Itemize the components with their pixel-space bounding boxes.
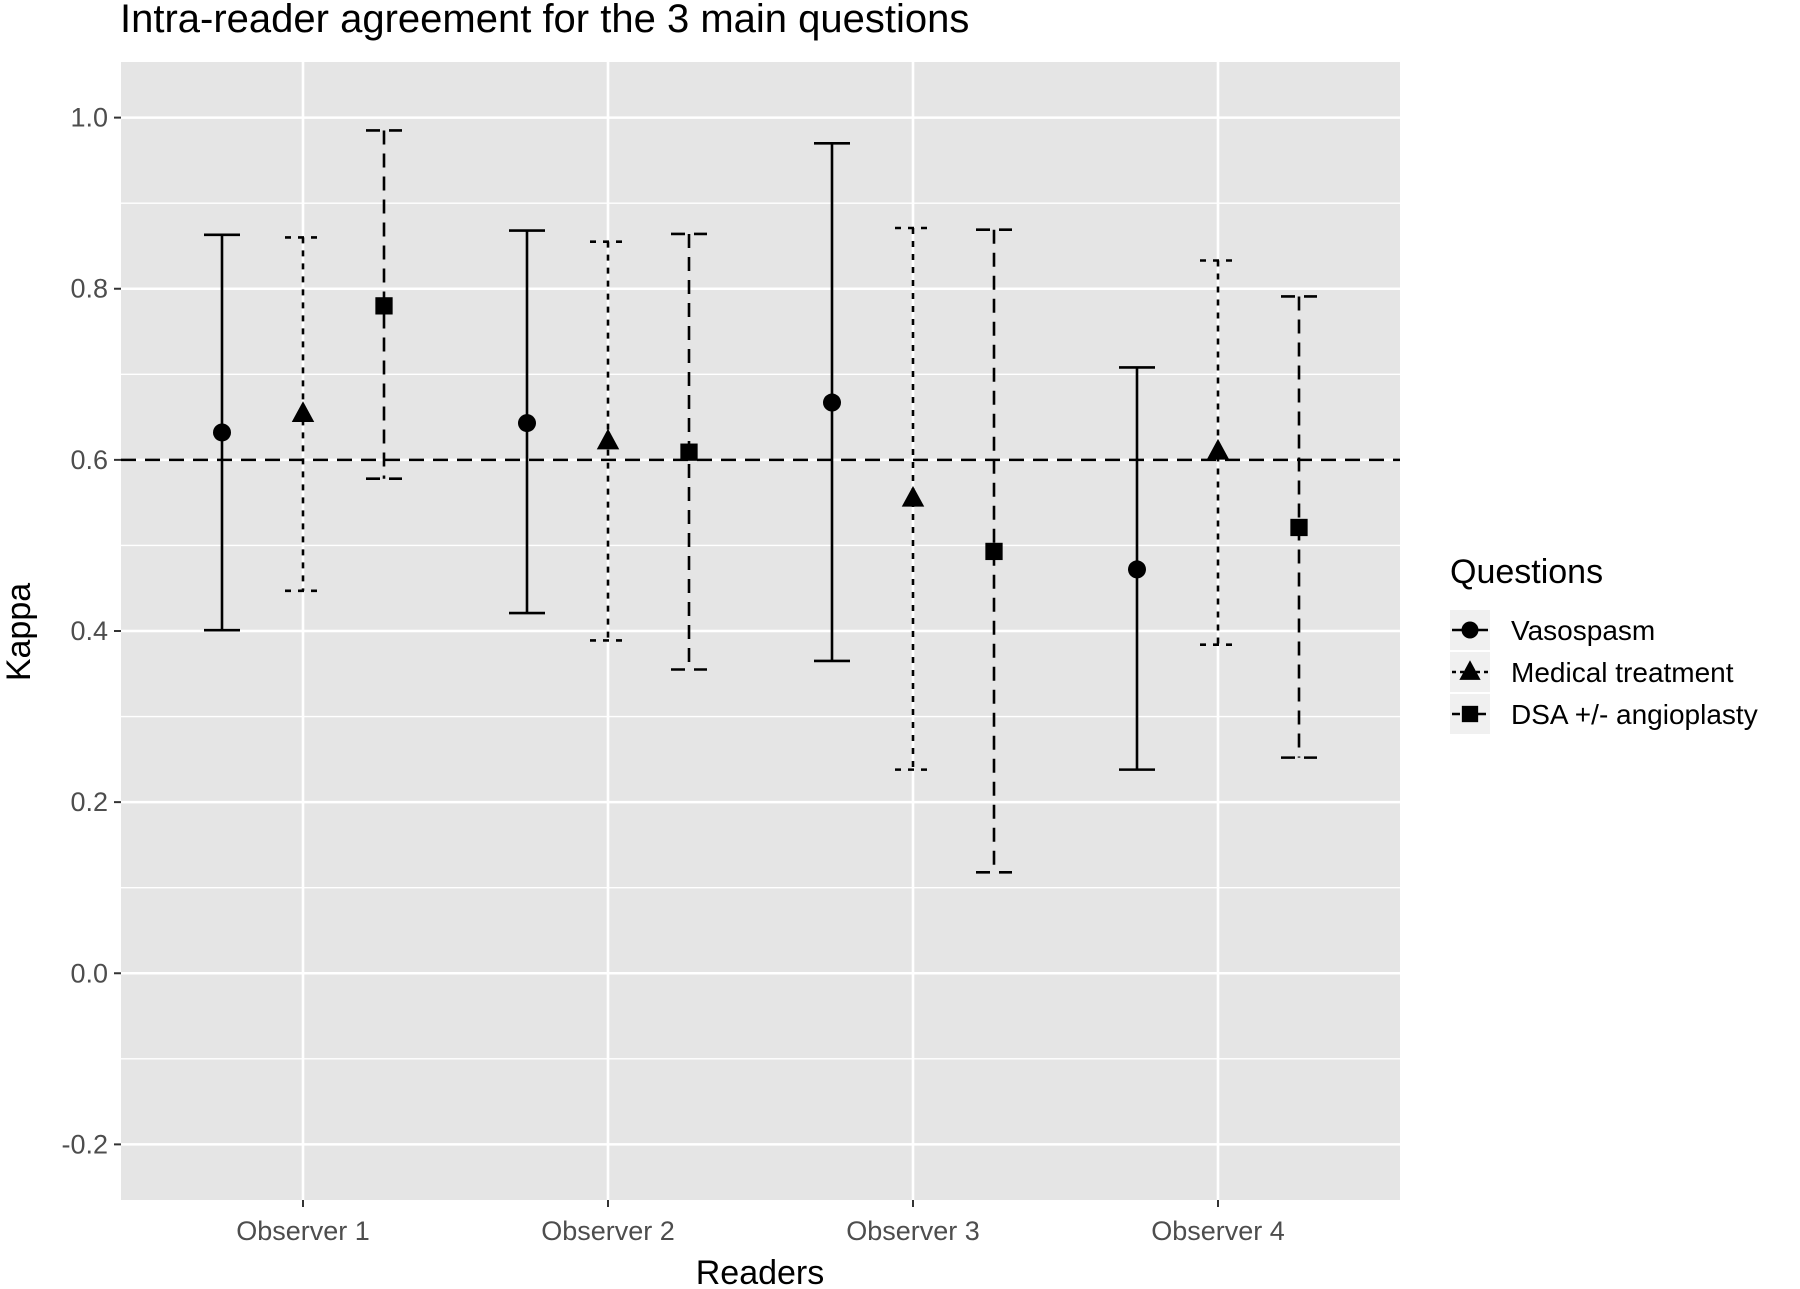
point-triangle bbox=[901, 485, 925, 507]
y-tick-label: 0.6 bbox=[70, 445, 108, 475]
legend: Questions Vasospasm Medical treatment DSA +… bbox=[1450, 553, 1758, 734]
chart-title: Intra-reader agreement for the 3 main qu… bbox=[120, 0, 969, 41]
data-marks bbox=[204, 129, 1317, 874]
y-axis: -0.2 0.0 0.2 0.4 0.6 0.8 1.0 bbox=[61, 103, 121, 1159]
y-tick-label: -0.2 bbox=[61, 1129, 108, 1159]
x-tick-label: Observer 3 bbox=[846, 1216, 980, 1246]
legend-title: Questions bbox=[1450, 553, 1603, 591]
y-tick-label: 0.8 bbox=[70, 274, 108, 304]
legend-marker-circle bbox=[1461, 621, 1479, 639]
point-circle bbox=[518, 414, 536, 433]
point-square bbox=[1290, 518, 1308, 537]
point-circle bbox=[213, 423, 231, 442]
point-circle bbox=[1128, 560, 1146, 579]
x-tick-label: Observer 2 bbox=[541, 1216, 675, 1246]
point-square bbox=[375, 297, 393, 315]
x-tick-label: Observer 1 bbox=[236, 1216, 370, 1246]
point-triangle bbox=[1206, 438, 1230, 460]
y-axis-title: Kappa bbox=[0, 583, 38, 681]
legend-marker-triangle bbox=[1459, 660, 1481, 680]
point-triangle bbox=[291, 401, 315, 422]
legend-label: Medical treatment bbox=[1511, 657, 1734, 688]
series-circle bbox=[204, 141, 1155, 771]
legend-label: DSA +/- angioplasty bbox=[1511, 699, 1758, 730]
y-tick-label: 0.2 bbox=[70, 787, 108, 817]
legend-label: Vasospasm bbox=[1511, 615, 1655, 646]
series-square bbox=[366, 129, 1317, 874]
y-tick-label: 0.0 bbox=[70, 958, 108, 988]
point-square bbox=[985, 542, 1003, 561]
legend-marker-square bbox=[1461, 705, 1479, 723]
x-axis: Observer 1 Observer 2 Observer 3 Observer 4 bbox=[236, 1200, 1285, 1246]
x-tick-label: Observer 4 bbox=[1151, 1216, 1285, 1246]
point-circle bbox=[823, 393, 841, 412]
point-square bbox=[680, 443, 698, 461]
point-triangle bbox=[596, 428, 620, 450]
series-triangle bbox=[285, 226, 1236, 771]
y-tick-label: 1.0 bbox=[70, 103, 108, 133]
x-axis-title: Readers bbox=[696, 1254, 825, 1289]
y-tick-label: 0.4 bbox=[70, 616, 108, 646]
